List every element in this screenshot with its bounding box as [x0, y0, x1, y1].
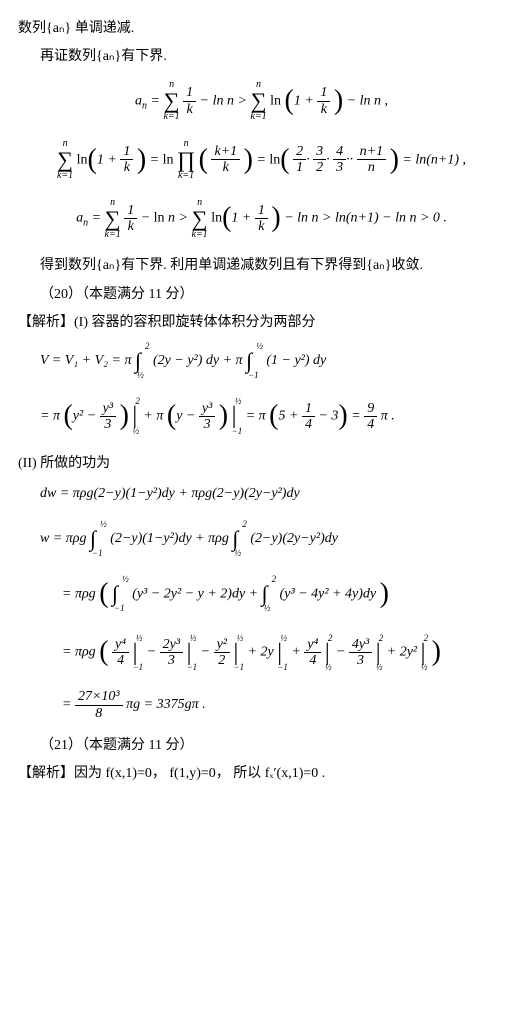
equation-7: w = πρg ½∫−1 (2−y)(1−y²)dy + πρg 2∫½ (2−… [40, 520, 505, 558]
equation-3: an = n∑k=1 1k − ln n > n∑k=1 ln(1 + 1k )… [18, 196, 505, 241]
equation-2: n∑k=1 ln(1 + 1k ) = ln n∏k=1 ( k+1k ) = … [18, 138, 505, 183]
equation-6: dw = πρg(2−y)(1−y²)dy + πρg(2−y)(2y−y²)d… [40, 483, 505, 505]
problem-21-analysis: 【解析】因为 f(x,1)=0， f(1,y)=0， 所以 fₓ′(x,1)=0… [18, 763, 505, 785]
text-line: 得到数列{aₙ}有下界. 利用单调递减数列且有下界得到{aₙ}收敛. [18, 255, 505, 277]
equation-4: V = V₁ + V₂ = π 2∫½ (2y − y²) dy + π ½∫−… [40, 342, 505, 380]
problem-21-heading: （21）（本题满分 11 分） [18, 735, 505, 757]
equation-5: = π (y² − y³3 ) 2|½ + π (y − y³3 ) ½|−1 … [40, 394, 505, 439]
problem-20-heading: （20）（本题满分 11 分） [18, 284, 505, 306]
equation-8: = πρg ( ½∫−1 (y³ − 2y² − y + 2)dy + 2∫½ … [62, 572, 505, 617]
equation-9: = πρg ( y⁴4 ½|−1 − 2y³3 ½|−1 − y²2 ½|−1 … [62, 630, 505, 675]
equation-10: = 27×10³8 πg = 3375gπ . [62, 689, 505, 721]
part-ii-heading: (II) 所做的功为 [18, 453, 505, 475]
equation-1: an = n∑k=1 1k − ln n > n∑k=1 ln (1 + 1k … [18, 79, 505, 124]
text-line: 再证数列{aₙ}有下界. [18, 46, 505, 68]
text-line: 数列{aₙ} 单调递减. [18, 18, 505, 40]
problem-20-analysis: 【解析】(I) 容器的容积即旋转体体积分为两部分 [18, 312, 505, 334]
